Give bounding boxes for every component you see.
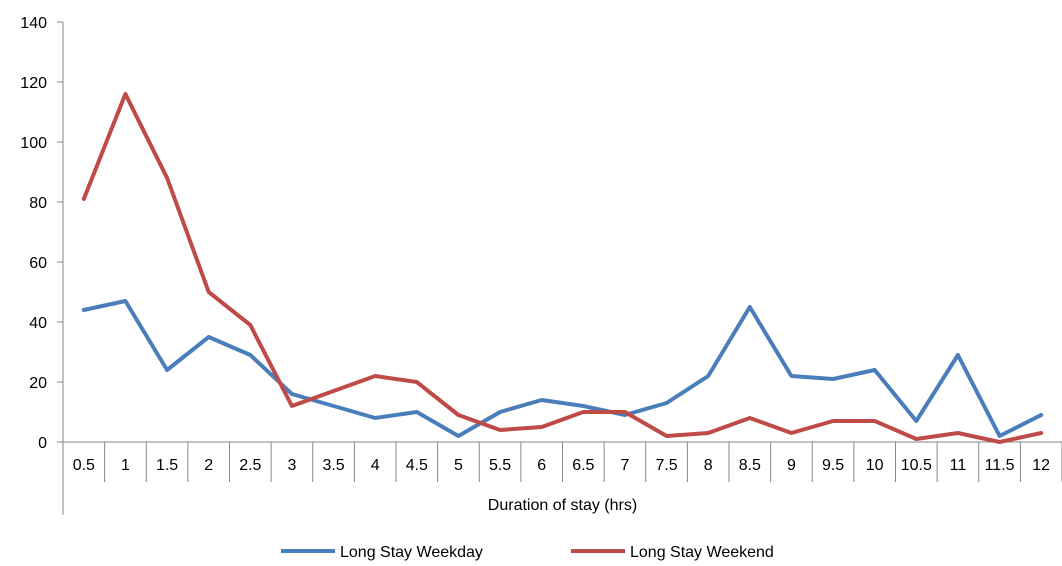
x-tick-label: 6.5 <box>572 457 594 474</box>
x-tick-label: 10 <box>866 457 884 474</box>
x-tick-label: 10.5 <box>901 457 932 474</box>
y-tick-label: 100 <box>20 135 47 152</box>
legend-label: Long Stay Weekday <box>340 544 483 561</box>
x-tick-label: 5 <box>454 457 463 474</box>
x-tick-label: 2 <box>204 457 213 474</box>
series-line-weekend <box>81 92 1044 444</box>
y-tick-label: 140 <box>20 15 47 32</box>
y-tick-label: 20 <box>29 375 47 392</box>
axes <box>62 22 1062 515</box>
x-axis-label: Duration of stay (hrs) <box>488 497 637 514</box>
x-tick-label: 9 <box>787 457 796 474</box>
x-tick-label: 11.5 <box>985 457 1015 474</box>
legend-label: Long Stay Weekend <box>630 544 774 561</box>
x-tick-label: 5.5 <box>489 457 511 474</box>
y-tick-label: 40 <box>29 315 47 332</box>
series-lines <box>81 92 1044 444</box>
x-tick-label: 1 <box>121 457 130 474</box>
y-tick-label: 60 <box>29 255 47 272</box>
x-tick-label: 9.5 <box>822 457 844 474</box>
x-tick-label: 1.5 <box>156 457 178 474</box>
legend: Long Stay Weekday Long Stay Weekend <box>281 544 774 561</box>
x-tick-label: 2.5 <box>239 457 261 474</box>
x-tick-label: 8 <box>704 457 713 474</box>
x-tick-label: 3 <box>287 457 296 474</box>
x-axis-ticks: 0.5 1 1.5 2 2.5 3 3.5 4 4.5 5 5.5 6 6.5 7 7.5 8 8.5 9 9.5 1… <box>62 442 1062 482</box>
x-tick-label: 3.5 <box>322 457 344 474</box>
y-axis-ticks: 0 20 40 60 80 100 120 140 <box>20 15 63 452</box>
series-line-weekday <box>81 299 1044 438</box>
x-tick-label: 12 <box>1032 457 1050 474</box>
x-tick-label: 6 <box>537 457 546 474</box>
x-tick-label: 0.5 <box>73 457 95 474</box>
y-tick-label: 120 <box>20 75 47 92</box>
y-tick-label: 80 <box>29 195 47 212</box>
y-tick-label: 0 <box>38 435 47 452</box>
x-tick-label: 4.5 <box>406 457 428 474</box>
x-tick-label: 7.5 <box>655 457 677 474</box>
x-tick-label: 8.5 <box>739 457 761 474</box>
x-tick-label: 4 <box>371 457 380 474</box>
x-tick-label: 7 <box>620 457 629 474</box>
x-tick-label: 11 <box>950 457 967 474</box>
